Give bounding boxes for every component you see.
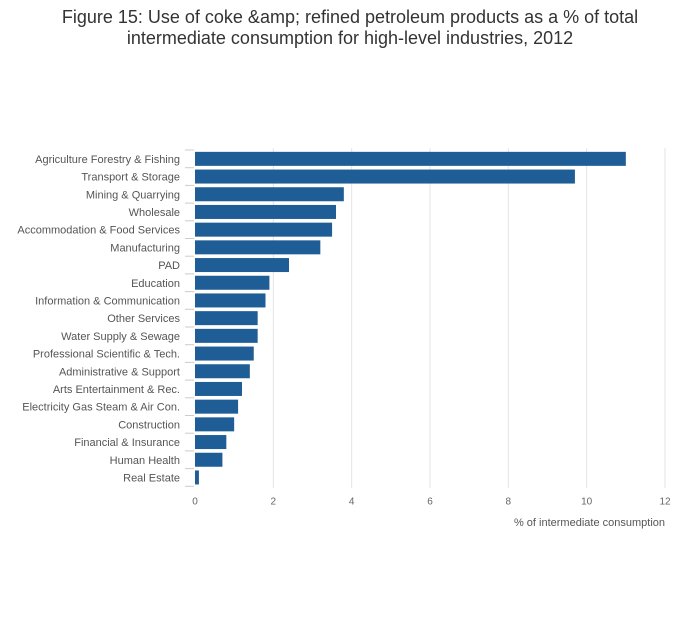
category-label: Information & Communication bbox=[35, 295, 180, 307]
bar[interactable] bbox=[195, 293, 266, 308]
category-label: Mining & Quarrying bbox=[86, 189, 180, 201]
x-axis-title: % of intermediate consumption bbox=[514, 517, 665, 529]
category-label: Education bbox=[131, 278, 180, 290]
category-label: Wholesale bbox=[129, 207, 180, 219]
x-tick-label: 2 bbox=[271, 496, 277, 507]
x-axis-tick-labels: 0 2 4 6 8 10 12 bbox=[192, 496, 671, 507]
category-label: PAD bbox=[158, 260, 180, 272]
bar[interactable] bbox=[195, 222, 333, 237]
category-label: Accommodation & Food Services bbox=[17, 225, 180, 237]
x-tick-label: 6 bbox=[427, 496, 433, 507]
bar[interactable] bbox=[195, 275, 270, 290]
category-label: Professional Scientific & Tech. bbox=[33, 349, 180, 361]
bar[interactable] bbox=[195, 399, 239, 414]
category-label: Other Services bbox=[107, 313, 180, 325]
x-tick-label: 10 bbox=[581, 496, 593, 507]
bar[interactable] bbox=[195, 258, 289, 273]
category-label: Construction bbox=[118, 419, 180, 431]
bar[interactable] bbox=[195, 452, 223, 467]
category-label: Manufacturing bbox=[110, 242, 180, 254]
x-tick-label: 0 bbox=[192, 496, 198, 507]
bar[interactable] bbox=[195, 328, 258, 343]
category-label: Human Health bbox=[110, 455, 180, 467]
category-label: Water Supply & Sewage bbox=[61, 331, 180, 343]
category-label: Administrative & Support bbox=[59, 366, 180, 378]
bar[interactable] bbox=[195, 364, 250, 379]
bar[interactable] bbox=[195, 346, 254, 361]
bar[interactable] bbox=[195, 381, 242, 396]
category-label: Electricity Gas Steam & Air Con. bbox=[22, 402, 180, 414]
category-label: Transport & Storage bbox=[81, 172, 180, 184]
bar[interactable] bbox=[195, 151, 626, 166]
bar[interactable] bbox=[195, 311, 258, 326]
category-labels: Agriculture Forestry & Fishing Transport … bbox=[17, 154, 180, 485]
category-label: Real Estate bbox=[123, 472, 180, 484]
bar[interactable] bbox=[195, 169, 575, 184]
category-label: Agriculture Forestry & Fishing bbox=[35, 154, 180, 166]
bar[interactable] bbox=[195, 435, 227, 450]
bar[interactable] bbox=[195, 417, 235, 432]
bar[interactable] bbox=[195, 204, 336, 219]
chart-title: Figure 15: Use of coke &amp; refined pet… bbox=[61, 7, 639, 48]
bar[interactable] bbox=[195, 187, 344, 202]
bar[interactable] bbox=[195, 470, 199, 485]
grid-lines bbox=[272, 148, 666, 489]
category-label: Financial & Insurance bbox=[74, 437, 180, 449]
bar[interactable] bbox=[195, 240, 321, 255]
x-tick-label: 4 bbox=[349, 496, 355, 507]
x-tick-label: 8 bbox=[506, 496, 512, 507]
x-tick-label: 12 bbox=[659, 496, 671, 507]
category-label: Arts Entertainment & Rec. bbox=[53, 384, 180, 396]
bars bbox=[195, 151, 626, 485]
y-axis-ticks bbox=[185, 149, 194, 487]
